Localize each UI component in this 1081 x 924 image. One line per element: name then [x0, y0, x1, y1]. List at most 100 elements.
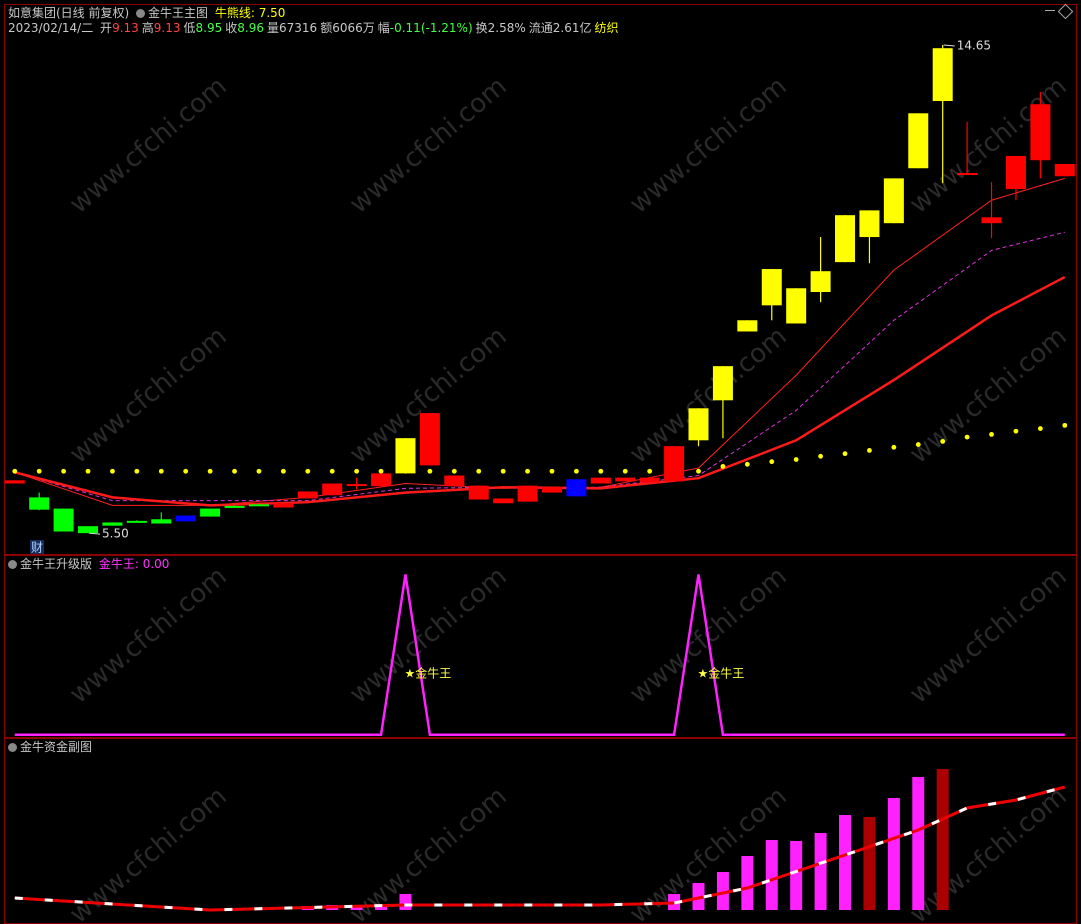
signal-label: ★金牛王	[404, 666, 451, 681]
fund-bar	[887, 798, 900, 910]
bull-bear-dot	[696, 468, 701, 474]
indicator: 金牛王主图	[148, 6, 209, 20]
watermark: www.cfchi.com	[344, 561, 513, 709]
quote-value: 2.61亿	[552, 21, 592, 35]
bull-bear-dot	[61, 468, 67, 474]
candle-body	[615, 477, 636, 482]
bull-bear-dot	[842, 451, 848, 457]
candle-body	[322, 483, 343, 496]
panel2-header: 金牛王升级版 金牛王: 0.00	[8, 557, 172, 571]
candle-body	[786, 288, 807, 324]
fund-bar	[863, 817, 876, 910]
fund-bar	[399, 894, 412, 910]
candle-body	[200, 508, 221, 517]
bull-bear-dot	[354, 468, 360, 474]
candle-body	[541, 487, 562, 493]
fund-bar	[765, 840, 778, 910]
quote-value: 8.95	[195, 21, 223, 35]
signal-line	[14, 574, 1065, 737]
icon[interactable]	[136, 9, 146, 18]
bull-bear-dot	[451, 468, 457, 474]
candle-body	[737, 320, 758, 332]
panel-border	[4, 555, 1077, 738]
candle-body	[1030, 104, 1051, 161]
bull-bear-dot	[85, 468, 91, 474]
fund-bar	[790, 841, 803, 910]
fund-bar	[936, 769, 949, 910]
panel2-title: 金牛王升级版	[20, 557, 93, 571]
high-label: 14.65	[957, 39, 991, 53]
candle-body	[419, 413, 440, 466]
candle-body	[444, 475, 465, 487]
bull-bear-dot	[256, 468, 262, 474]
fund-bar	[350, 907, 363, 910]
quote-value: 9.13	[153, 21, 181, 35]
low-arrow	[88, 532, 101, 535]
bull-bear-dot	[989, 432, 994, 437]
quote-value: 9.13	[112, 21, 139, 35]
candle-body	[493, 498, 514, 504]
candle-body	[273, 503, 294, 508]
watermark: www.cfchi.com	[904, 561, 1073, 709]
watermark: www.cfchi.com	[624, 71, 793, 219]
bull-bear-dot	[793, 457, 799, 462]
bull-bear-dot	[183, 468, 189, 474]
quote-label: 收	[225, 21, 238, 35]
signal-label: ★金牛王	[698, 666, 745, 681]
candle-body	[664, 446, 685, 482]
marker-box	[30, 540, 44, 554]
header-line-1: 如意集团(日线 前复权) 金牛王主图 牛熊线: 7.50	[8, 6, 288, 20]
candle-body	[102, 522, 123, 526]
quote-label: 流通	[528, 21, 553, 35]
candle-body	[371, 473, 392, 487]
quote-value: 67316	[279, 21, 318, 35]
indicator-value: 牛熊线: 7.50	[214, 6, 286, 20]
quote-label: 高	[141, 21, 154, 35]
icon[interactable]	[8, 560, 17, 569]
watermark: www.cfchi.com	[64, 321, 233, 469]
candle-body	[761, 269, 782, 306]
bull-bear-dot	[964, 434, 970, 440]
candle-body	[248, 504, 269, 507]
bull-bear-dot	[1062, 422, 1068, 428]
icon[interactable]	[8, 743, 17, 752]
bull-bear-dot	[158, 468, 164, 474]
candle-body	[78, 526, 99, 534]
quote-label: 幅	[377, 21, 390, 35]
candle-body	[224, 505, 245, 508]
candle-body	[590, 477, 611, 484]
watermark: www.cfchi.com	[344, 781, 513, 924]
candle-body	[4, 480, 25, 484]
watermark: www.cfchi.com	[64, 71, 233, 219]
panel3-title: 金牛资金副图	[20, 740, 93, 754]
candle-body	[566, 479, 587, 497]
candle-body	[126, 520, 147, 523]
quote-label: 换	[475, 21, 488, 35]
watermark: www.cfchi.com	[624, 321, 793, 469]
bull-bear-dot	[207, 468, 213, 474]
bull-bear-dot	[305, 468, 311, 474]
candle-body	[53, 508, 74, 532]
candle-body	[151, 519, 172, 524]
quote-label: 额	[320, 21, 333, 35]
bull-bear-dot	[769, 459, 775, 465]
watermark: www.cfchi.com	[344, 71, 513, 219]
bull-bear-dot	[134, 468, 140, 474]
header-line-2: 2023/02/14/二 开9.13 高9.13 低8.95 收8.96 量67316 额…	[8, 21, 622, 35]
watermark: www.cfchi.com	[904, 781, 1073, 924]
bull-bear-dot	[891, 444, 897, 450]
bull-bear-dot	[476, 468, 482, 474]
quote-label: 量	[266, 21, 279, 35]
min-button[interactable]	[1045, 8, 1055, 11]
candle-body	[639, 477, 660, 483]
candle-body	[1005, 155, 1026, 190]
bull-bear-dot	[720, 464, 726, 469]
bull-bear-dot	[744, 461, 750, 467]
bull-bear-dot	[622, 468, 628, 474]
bull-bear-dot	[598, 468, 604, 474]
candle-body	[395, 438, 416, 474]
candle-body	[810, 271, 831, 293]
candle-body	[175, 515, 196, 522]
